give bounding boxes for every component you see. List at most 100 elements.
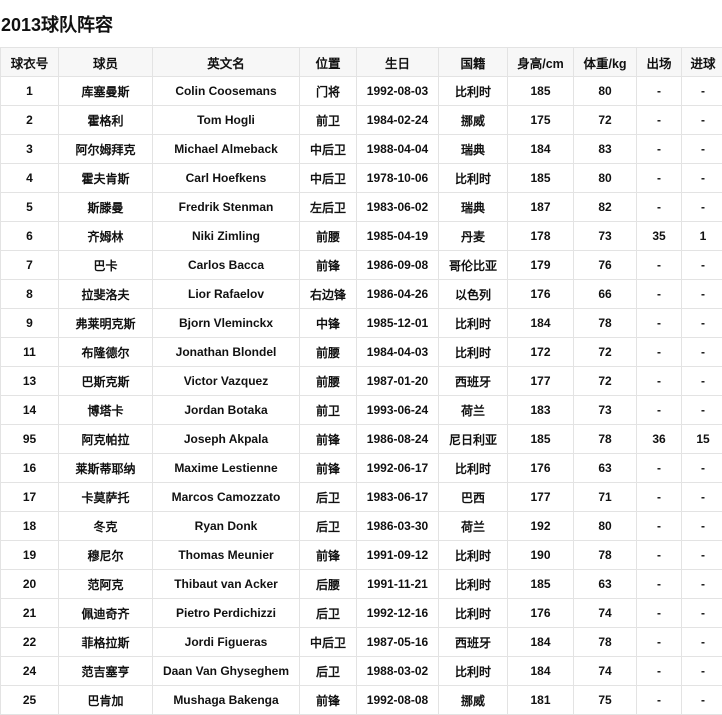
cell-player: 霍夫肯斯: [59, 164, 153, 193]
cell-height: 184: [508, 135, 574, 164]
cell-birthday: 1984-04-03: [357, 338, 439, 367]
cell-height: 184: [508, 309, 574, 338]
cell-goals: -: [682, 570, 722, 599]
cell-english-name: Michael Almeback: [153, 135, 300, 164]
cell-player: 范吉塞亨: [59, 657, 153, 686]
cell-weight: 63: [574, 570, 637, 599]
cell-number: 24: [1, 657, 59, 686]
cell-appearances: -: [637, 280, 682, 309]
cell-nationality: 丹麦: [439, 222, 508, 251]
cell-position: 前腰: [300, 338, 357, 367]
cell-weight: 82: [574, 193, 637, 222]
cell-goals: -: [682, 338, 722, 367]
cell-weight: 73: [574, 396, 637, 425]
cell-birthday: 1984-02-24: [357, 106, 439, 135]
cell-nationality: 以色列: [439, 280, 508, 309]
cell-appearances: -: [637, 628, 682, 657]
page-title: 2013球队阵容: [1, 13, 113, 37]
cell-position: 后卫: [300, 657, 357, 686]
cell-player: 巴卡: [59, 251, 153, 280]
cell-player: 穆尼尔: [59, 541, 153, 570]
cell-appearances: -: [637, 541, 682, 570]
cell-english-name: Mushaga Bakenga: [153, 686, 300, 715]
cell-appearances: -: [637, 193, 682, 222]
cell-appearances: -: [637, 512, 682, 541]
cell-goals: -: [682, 106, 722, 135]
cell-nationality: 比利时: [439, 164, 508, 193]
cell-weight: 76: [574, 251, 637, 280]
cell-nationality: 比利时: [439, 657, 508, 686]
cell-appearances: -: [637, 686, 682, 715]
cell-nationality: 瑞典: [439, 135, 508, 164]
cell-player: 齐姆林: [59, 222, 153, 251]
cell-weight: 72: [574, 106, 637, 135]
cell-player: 莱斯蒂耶纳: [59, 454, 153, 483]
cell-weight: 73: [574, 222, 637, 251]
cell-player: 布隆德尔: [59, 338, 153, 367]
cell-nationality: 瑞典: [439, 193, 508, 222]
cell-height: 179: [508, 251, 574, 280]
column-header-number: 球衣号: [1, 48, 59, 77]
cell-number: 2: [1, 106, 59, 135]
cell-goals: -: [682, 454, 722, 483]
cell-weight: 78: [574, 309, 637, 338]
cell-nationality: 比利时: [439, 338, 508, 367]
cell-height: 176: [508, 599, 574, 628]
column-header-birthday: 生日: [357, 48, 439, 77]
cell-number: 14: [1, 396, 59, 425]
cell-birthday: 1992-08-08: [357, 686, 439, 715]
column-header-english-name: 英文名: [153, 48, 300, 77]
cell-birthday: 1993-06-24: [357, 396, 439, 425]
cell-height: 185: [508, 570, 574, 599]
cell-birthday: 1985-04-19: [357, 222, 439, 251]
cell-goals: 1: [682, 222, 722, 251]
cell-height: 181: [508, 686, 574, 715]
cell-player: 阿尔姆拜克: [59, 135, 153, 164]
cell-player: 卡莫萨托: [59, 483, 153, 512]
cell-number: 17: [1, 483, 59, 512]
cell-player: 佩迪奇齐: [59, 599, 153, 628]
cell-height: 177: [508, 367, 574, 396]
cell-weight: 71: [574, 483, 637, 512]
cell-number: 13: [1, 367, 59, 396]
cell-english-name: Fredrik Stenman: [153, 193, 300, 222]
cell-player: 巴肯加: [59, 686, 153, 715]
cell-player: 冬克: [59, 512, 153, 541]
cell-height: 175: [508, 106, 574, 135]
cell-nationality: 挪威: [439, 686, 508, 715]
cell-height: 184: [508, 657, 574, 686]
cell-height: 185: [508, 77, 574, 106]
cell-birthday: 1987-05-16: [357, 628, 439, 657]
cell-appearances: -: [637, 106, 682, 135]
cell-birthday: 1992-08-03: [357, 77, 439, 106]
cell-goals: -: [682, 164, 722, 193]
cell-position: 前锋: [300, 686, 357, 715]
cell-goals: -: [682, 541, 722, 570]
cell-appearances: -: [637, 599, 682, 628]
cell-birthday: 1988-04-04: [357, 135, 439, 164]
cell-position: 前腰: [300, 367, 357, 396]
cell-position: 前锋: [300, 251, 357, 280]
cell-birthday: 1985-12-01: [357, 309, 439, 338]
cell-position: 后卫: [300, 483, 357, 512]
cell-english-name: Marcos Camozzato: [153, 483, 300, 512]
cell-birthday: 1987-01-20: [357, 367, 439, 396]
column-header-nationality: 国籍: [439, 48, 508, 77]
cell-nationality: 比利时: [439, 570, 508, 599]
cell-height: 176: [508, 280, 574, 309]
cell-english-name: Niki Zimling: [153, 222, 300, 251]
cell-player: 库塞曼斯: [59, 77, 153, 106]
cell-nationality: 比利时: [439, 541, 508, 570]
cell-number: 7: [1, 251, 59, 280]
cell-birthday: 1986-09-08: [357, 251, 439, 280]
cell-birthday: 1986-04-26: [357, 280, 439, 309]
cell-english-name: Jonathan Blondel: [153, 338, 300, 367]
cell-weight: 63: [574, 454, 637, 483]
cell-height: 178: [508, 222, 574, 251]
